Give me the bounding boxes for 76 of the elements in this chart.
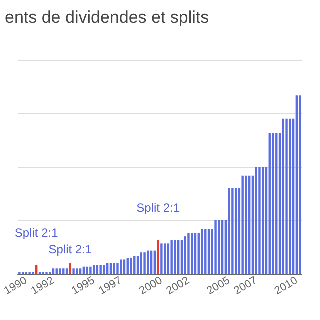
bar bbox=[92, 265, 96, 274]
bar bbox=[204, 229, 207, 274]
bar bbox=[170, 240, 173, 274]
x-tick-label: 1997 bbox=[96, 274, 124, 298]
bar bbox=[56, 268, 58, 274]
bar bbox=[62, 268, 65, 274]
x-tick-label: 2005 bbox=[205, 274, 232, 298]
bar bbox=[218, 220, 220, 274]
bar bbox=[147, 250, 150, 274]
bar bbox=[144, 252, 146, 274]
bar bbox=[157, 240, 160, 274]
bar bbox=[258, 167, 261, 274]
bar bbox=[248, 176, 251, 274]
bar bbox=[232, 188, 234, 274]
chart-title: ents de dividendes et splits bbox=[5, 8, 210, 27]
bar bbox=[191, 232, 194, 274]
bar bbox=[286, 118, 288, 274]
annotation: Split 2:1 bbox=[14, 226, 59, 240]
bar bbox=[242, 176, 244, 274]
bar bbox=[214, 220, 217, 274]
bar bbox=[272, 133, 274, 274]
bar bbox=[262, 167, 264, 274]
bar bbox=[194, 232, 197, 274]
bar bbox=[198, 232, 200, 274]
annotation: Split 2:1 bbox=[136, 201, 180, 216]
bar bbox=[96, 265, 99, 274]
bar bbox=[66, 268, 68, 274]
x-tick-label: 2002 bbox=[164, 274, 192, 298]
bar bbox=[188, 232, 190, 274]
bar bbox=[52, 268, 55, 274]
bar bbox=[35, 265, 38, 274]
bar bbox=[174, 240, 176, 274]
bar bbox=[150, 250, 153, 274]
x-tick-label: 2010 bbox=[272, 274, 300, 298]
bar bbox=[180, 240, 184, 274]
bar bbox=[276, 133, 278, 274]
bar bbox=[76, 268, 78, 274]
bar bbox=[289, 118, 292, 274]
bar bbox=[234, 188, 238, 274]
bar bbox=[255, 167, 258, 274]
bar bbox=[154, 250, 156, 274]
bar bbox=[299, 96, 302, 274]
bar bbox=[134, 256, 136, 274]
bar bbox=[123, 260, 126, 274]
bar bbox=[184, 236, 186, 274]
bar bbox=[86, 266, 88, 274]
bar bbox=[59, 268, 62, 274]
x-tick-label: 2000 bbox=[138, 274, 165, 298]
bar bbox=[100, 265, 102, 274]
bar bbox=[228, 188, 230, 274]
x-tick-label: 1995 bbox=[70, 274, 98, 298]
bar bbox=[221, 220, 224, 274]
bar bbox=[296, 96, 298, 274]
bar bbox=[282, 118, 285, 274]
bar bbox=[79, 268, 82, 274]
bar bbox=[103, 265, 106, 274]
bar bbox=[130, 258, 132, 274]
bar bbox=[167, 244, 170, 274]
bar bbox=[72, 268, 75, 274]
annotation: Split 2:1 bbox=[48, 242, 92, 256]
bar bbox=[268, 133, 271, 274]
bar bbox=[160, 244, 163, 274]
bar bbox=[140, 252, 142, 274]
bar bbox=[201, 229, 204, 274]
bar bbox=[208, 229, 210, 274]
bar bbox=[177, 240, 180, 274]
x-tick-label: 1992 bbox=[29, 274, 56, 298]
bar bbox=[136, 256, 140, 274]
bar bbox=[245, 176, 248, 274]
bar bbox=[126, 258, 129, 274]
x-tick-label: 2007 bbox=[232, 274, 260, 298]
bar bbox=[116, 263, 119, 274]
bar bbox=[164, 244, 166, 274]
x-tick-label: 1990 bbox=[2, 274, 30, 298]
bar bbox=[120, 260, 122, 274]
bar bbox=[90, 266, 92, 274]
